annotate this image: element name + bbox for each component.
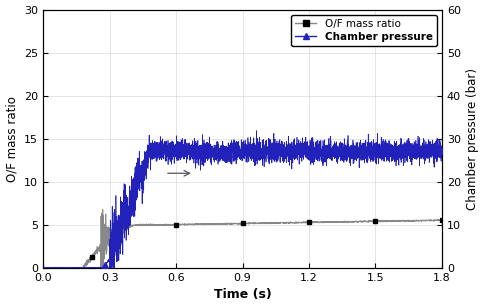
Y-axis label: Chamber pressure (bar): Chamber pressure (bar) (466, 68, 479, 210)
Legend: O/F mass ratio, Chamber pressure: O/F mass ratio, Chamber pressure (290, 15, 436, 46)
X-axis label: Time (s): Time (s) (213, 289, 271, 301)
Y-axis label: O/F mass ratio: O/F mass ratio (5, 96, 18, 182)
